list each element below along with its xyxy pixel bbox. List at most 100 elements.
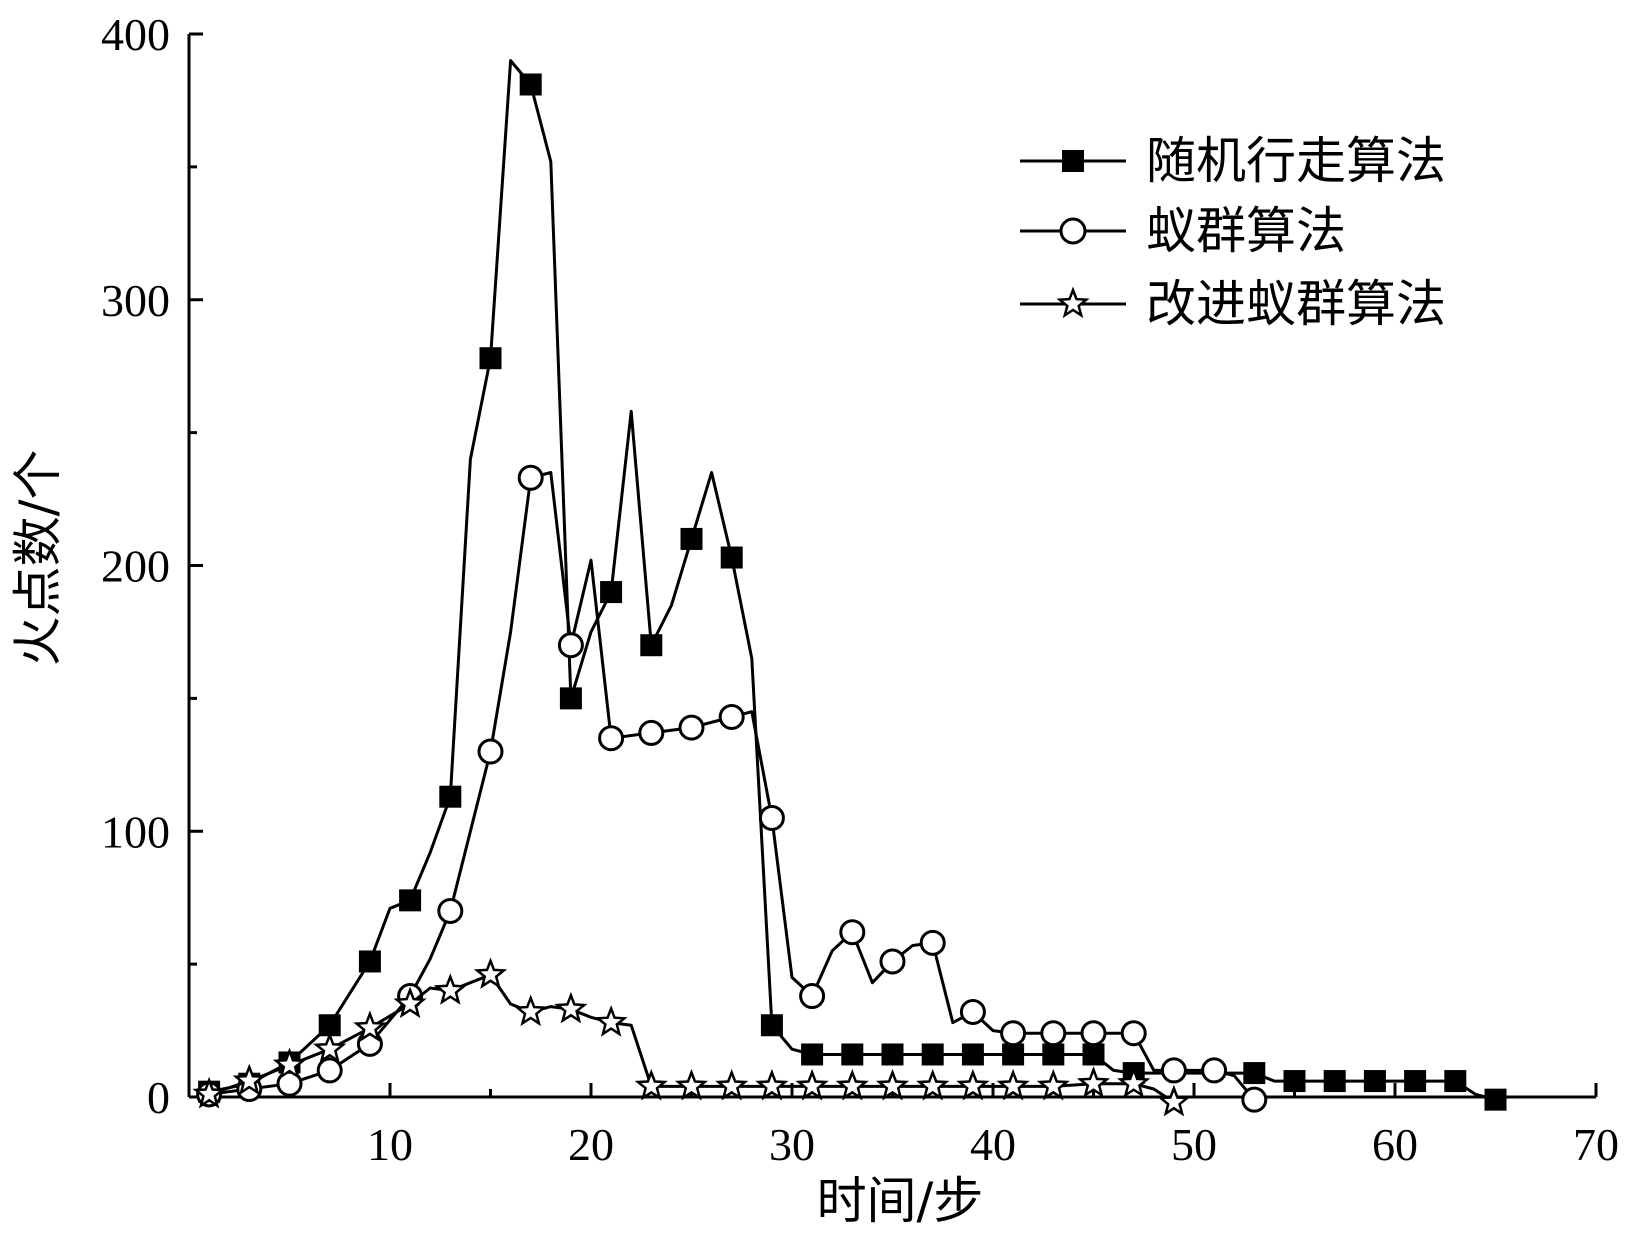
legend-label-random-walk: 随机行走算法 [1146,132,1446,190]
data-point [1040,1020,1067,1047]
legend-marker-ant-colony [1059,217,1087,245]
data-point [1076,1066,1111,1098]
data-point [600,581,623,604]
data-point [921,1043,944,1066]
data-point [1036,1068,1070,1101]
data-point [272,1047,307,1080]
data-point [473,957,508,989]
series-ant-colony [196,464,1268,1113]
data-point [996,1068,1030,1101]
data-point [718,703,745,730]
data-point [674,1068,709,1101]
x-axis-title: 时间/步 [817,1172,984,1230]
data-point [919,929,946,956]
data-point [634,1068,668,1101]
data-point [318,1014,341,1037]
data-point [1201,1057,1228,1084]
x-tick-label: 10 [367,1119,413,1170]
data-point [1002,1043,1025,1066]
data-point [799,983,826,1010]
data-point [477,738,504,765]
data-point [680,527,703,550]
legend-label-improved-ant-colony: 改进蚁群算法 [1146,275,1446,333]
data-point [1160,1057,1187,1084]
y-tick-label: 100 [101,806,170,857]
y-tick-label: 200 [101,541,170,592]
y-tick-label: 400 [101,9,170,60]
data-point [961,1043,984,1066]
data-point [835,1068,869,1101]
data-point [517,464,544,491]
legend: 随机行走算法 蚁群算法 改进蚁群算法 [1020,132,1446,333]
data-point [678,714,705,741]
data-point [313,1031,347,1064]
x-tick-label: 20 [568,1119,614,1170]
legend-item-improved-ant-colony: 改进蚁群算法 [1020,275,1446,333]
data-point [640,634,663,657]
data-point [715,1068,749,1101]
data-point [755,1068,789,1101]
data-point [760,1014,783,1037]
data-point [433,973,467,1005]
data-point [353,1010,387,1043]
legend-item-random-walk: 随机行走算法 [1020,132,1446,190]
legend-marker-random-walk [1062,150,1084,172]
data-point [841,1043,864,1066]
x-tick-label: 40 [970,1119,1016,1170]
data-point [1363,1070,1386,1093]
y-tick-label: 0 [147,1072,170,1123]
data-point [1484,1088,1507,1111]
data-point [916,1068,950,1101]
y-tick-label: 300 [101,275,170,326]
data-point [1082,1043,1105,1066]
data-point [956,1068,990,1101]
data-point [959,998,986,1025]
data-point [879,948,906,975]
data-point [439,785,462,808]
x-tick-label: 60 [1372,1119,1418,1170]
data-point [1117,1066,1151,1098]
ticks [189,32,1598,1099]
series-improved-ant-colony [192,957,1191,1117]
data-point [514,994,548,1027]
data-point [1042,1043,1065,1066]
legend-item-ant-colony: 蚁群算法 [1020,202,1346,260]
data-point [1241,1086,1268,1113]
data-point [1000,1020,1027,1047]
data-point [801,1043,824,1066]
data-point [1404,1070,1427,1093]
data-point [1120,1020,1147,1047]
data-point [1283,1070,1306,1093]
data-point [557,632,584,659]
x-tick-label: 30 [769,1119,815,1170]
data-point [720,546,743,569]
data-point [881,1043,904,1066]
data-point [594,1005,628,1037]
series-random-walk [198,59,1507,1111]
data-point [1323,1070,1346,1093]
data-point [598,725,625,752]
data-point [358,950,381,973]
data-point [795,1068,829,1101]
data-point [1243,1062,1266,1085]
y-axis-title: 火点数/个 [9,450,67,667]
data-point [393,986,427,1019]
data-point [316,1057,343,1084]
data-point [437,897,464,924]
tick-labels: 10 20 30 40 50 60 70 0 100 200 300 400 [101,9,1619,1170]
data-point [875,1068,910,1101]
data-point [554,991,588,1024]
series-group [192,59,1507,1117]
legend-label-ant-colony: 蚁群算法 [1146,202,1346,260]
data-point [1444,1070,1467,1093]
data-point [758,804,785,831]
data-point [1157,1084,1191,1117]
axes [187,34,1596,1099]
data-point [479,347,502,370]
data-point [399,889,422,912]
data-point [1080,1020,1107,1047]
data-point [519,73,542,96]
x-tick-label: 70 [1573,1119,1619,1170]
data-point [638,719,665,746]
